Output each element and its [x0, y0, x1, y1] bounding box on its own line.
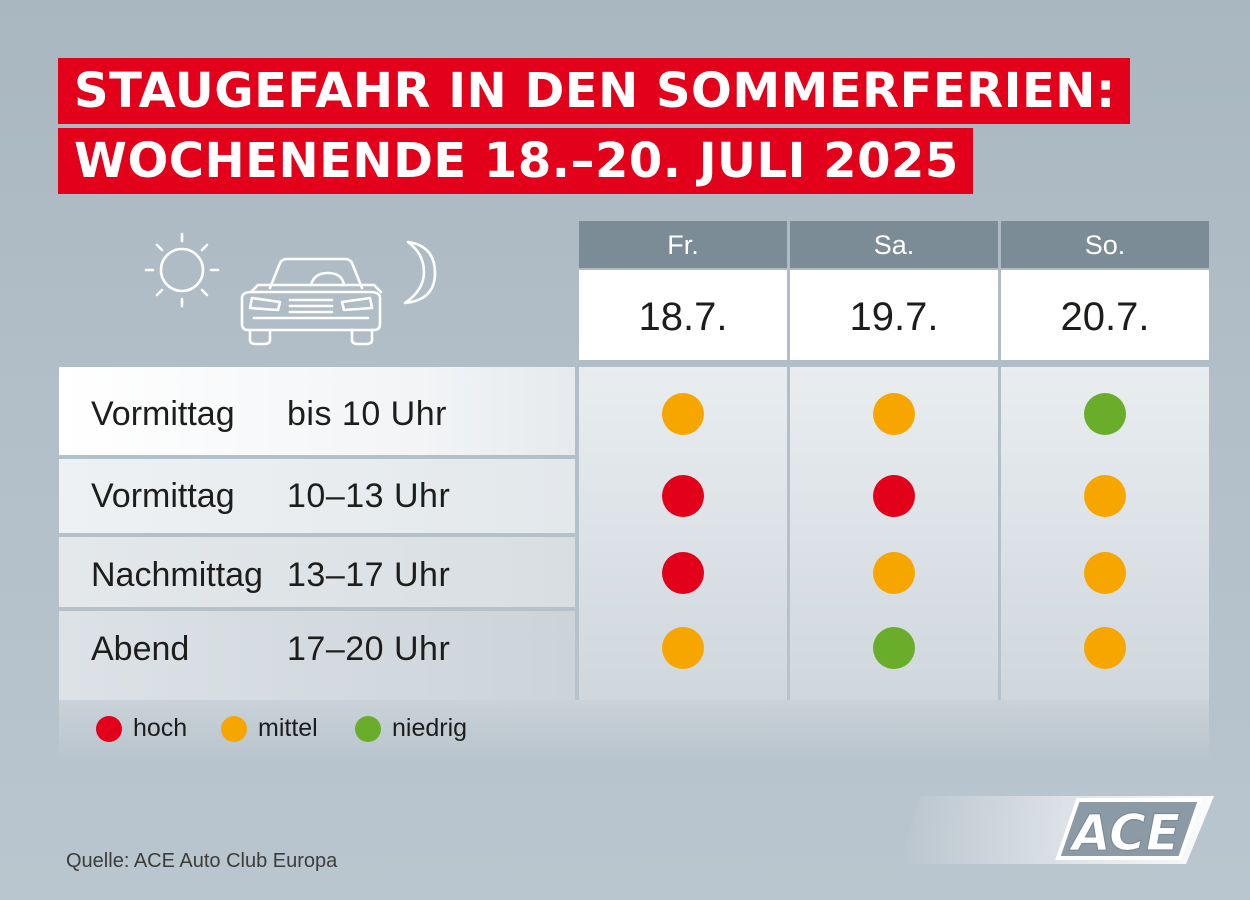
ace-logo: ACE [900, 790, 1220, 870]
moon-icon [403, 240, 437, 305]
risk-dot-mittel [1084, 552, 1126, 594]
risk-dot-hoch [662, 552, 704, 594]
row-time: bis 10 Uhr [287, 395, 447, 433]
row-period: Vormittag [91, 477, 235, 515]
legend-dot-hoch [96, 716, 122, 742]
legend-label-mittel: mittel [258, 714, 318, 742]
car-icon [240, 257, 383, 346]
logo-text: ACE [1068, 804, 1180, 862]
risk-dot-mittel [1084, 475, 1126, 517]
row-period: Nachmittag [91, 556, 263, 594]
row-period: Abend [91, 630, 190, 668]
column-date-fr: 18.7. [579, 270, 787, 360]
risk-dot-mittel [873, 552, 915, 594]
risk-dot-hoch [662, 475, 704, 517]
row-time: 17–20 Uhr [287, 630, 451, 668]
column-date-sa: 19.7. [790, 270, 998, 360]
column-day-so: So. [1001, 221, 1209, 268]
row-time: 10–13 Uhr [287, 477, 451, 515]
legend-dot-niedrig [355, 716, 381, 742]
row-period: Vormittag [91, 395, 235, 433]
risk-dot-niedrig [873, 627, 915, 669]
risk-dot-mittel [873, 393, 915, 435]
title-line-1: STAUGEFAHR IN DEN SOMMERFERIEN: [58, 58, 1130, 124]
row-label: Vormittag 10–13 Uhr [59, 459, 575, 533]
risk-dot-mittel [1084, 627, 1126, 669]
legend-band [59, 700, 1209, 762]
legend-label-niedrig: niedrig [392, 714, 468, 742]
row-time: 13–17 Uhr [287, 556, 451, 594]
row-label: Nachmittag 13–17 Uhr [59, 537, 575, 607]
legend-label-hoch: hoch [133, 714, 188, 742]
row-label: Abend 17–20 Uhr [59, 611, 575, 700]
source-note: Quelle: ACE Auto Club Europa [66, 850, 338, 872]
column-day-fr: Fr. [579, 221, 787, 268]
day-night-icons [130, 230, 460, 360]
risk-dot-niedrig [1084, 393, 1126, 435]
risk-dot-mittel [662, 393, 704, 435]
sun-icon [144, 232, 220, 308]
title-line-2: WOCHENENDE 18.–20. JULI 2025 [58, 128, 973, 194]
column-day-sa: Sa. [790, 221, 998, 268]
risk-dot-hoch [873, 475, 915, 517]
logo-badge [1055, 798, 1203, 860]
row-label: Vormittag bis 10 Uhr [59, 367, 575, 455]
column-date-so: 20.7. [1001, 270, 1209, 360]
legend-dot-mittel [221, 716, 247, 742]
risk-dot-mittel [662, 627, 704, 669]
